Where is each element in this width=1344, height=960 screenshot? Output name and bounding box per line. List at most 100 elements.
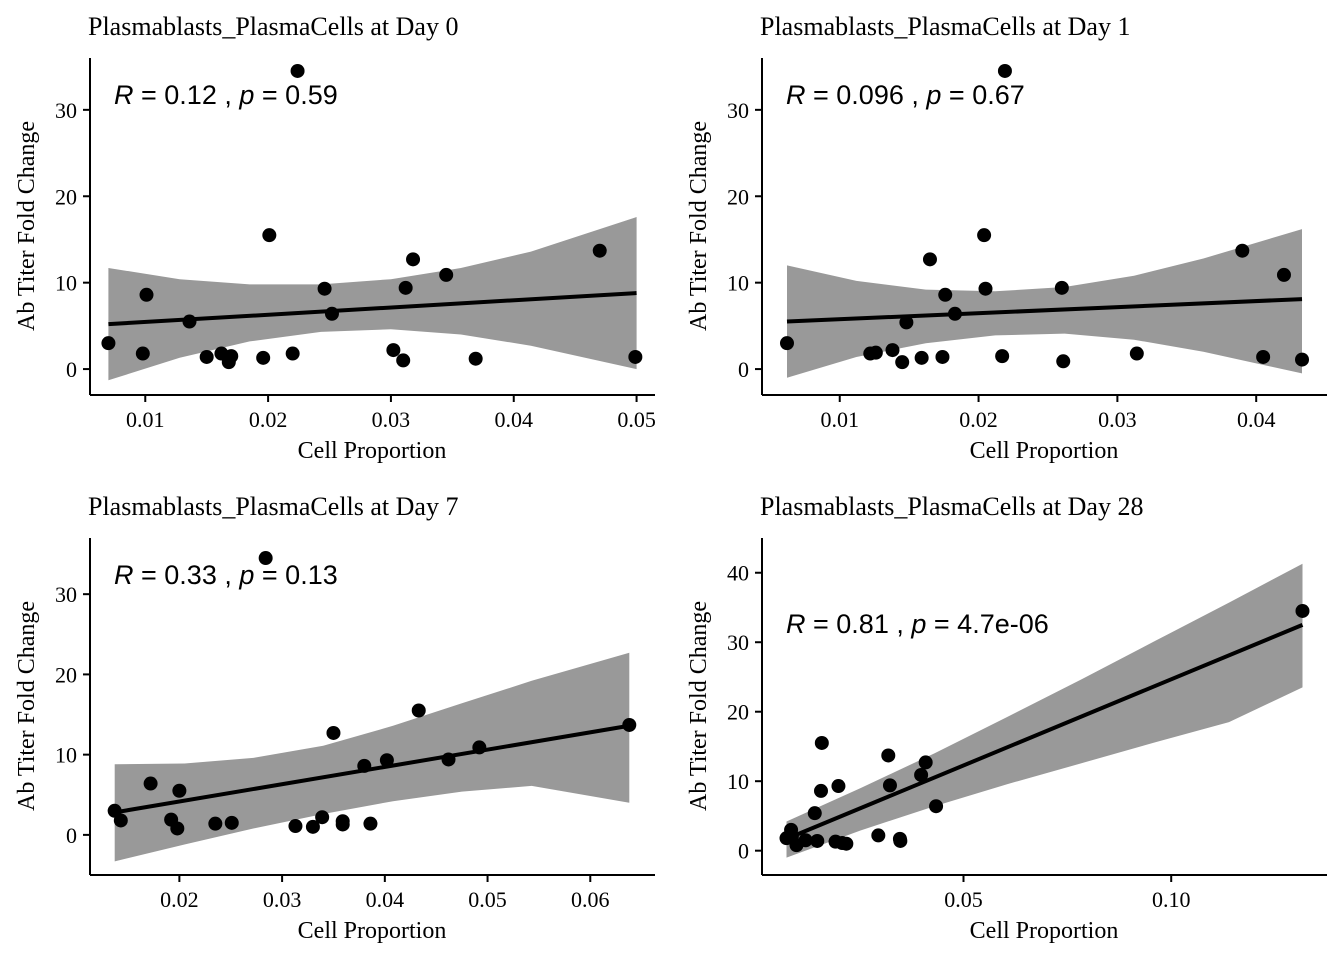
correlation-stats: R = 0.81 , p = 4.7e-06 bbox=[786, 609, 1049, 639]
data-point bbox=[899, 315, 914, 330]
data-point bbox=[317, 281, 332, 296]
panel-day-28: Plasmablasts_PlasmaCells at Day 28 R = 0… bbox=[686, 492, 1327, 944]
data-point bbox=[182, 314, 197, 329]
x-tick-label: 0.02 bbox=[249, 407, 288, 432]
plot-area: 0.02 0.03 0.04 0.05 0.06 0 10 20 30 bbox=[55, 538, 655, 912]
data-point bbox=[807, 806, 822, 821]
data-point bbox=[256, 350, 271, 365]
data-point bbox=[628, 349, 643, 364]
data-point bbox=[935, 349, 950, 364]
y-tick-label: 30 bbox=[55, 98, 77, 123]
regression-line bbox=[108, 291, 637, 327]
data-point bbox=[315, 810, 330, 825]
data-point bbox=[914, 767, 929, 782]
data-point bbox=[288, 819, 303, 834]
data-point bbox=[290, 63, 305, 78]
y-axis-label: Ab Titer Fold Change bbox=[14, 601, 40, 811]
confidence-band bbox=[114, 652, 630, 862]
x-tick-label: 0.03 bbox=[372, 407, 411, 432]
panel-day-0: Plasmablasts_PlasmaCells at Day 0 R = 0.… bbox=[14, 12, 656, 464]
data-point bbox=[262, 228, 277, 243]
data-point bbox=[977, 228, 992, 243]
y-tick-label: 20 bbox=[727, 700, 749, 725]
data-point bbox=[978, 281, 993, 296]
data-point bbox=[1276, 267, 1291, 282]
data-point bbox=[472, 740, 487, 755]
data-point bbox=[468, 351, 483, 366]
data-point bbox=[285, 346, 300, 361]
data-point bbox=[1056, 354, 1071, 369]
data-point bbox=[893, 833, 908, 848]
data-point bbox=[839, 836, 854, 851]
y-tick-label: 10 bbox=[727, 769, 749, 794]
data-point bbox=[1295, 352, 1310, 367]
y-tick-label: 10 bbox=[55, 743, 77, 768]
x-tick-label: 0.02 bbox=[959, 407, 998, 432]
data-point bbox=[882, 778, 897, 793]
data-point bbox=[379, 753, 394, 768]
data-point bbox=[914, 350, 929, 365]
data-point bbox=[135, 346, 150, 361]
data-point bbox=[895, 355, 910, 370]
y-tick-label: 30 bbox=[727, 630, 749, 655]
data-point bbox=[139, 287, 154, 302]
panel-title: Plasmablasts_PlasmaCells at Day 0 bbox=[88, 12, 458, 41]
data-point bbox=[172, 783, 187, 798]
x-axis-label: Cell Proportion bbox=[298, 918, 447, 944]
x-tick-label: 0.05 bbox=[617, 407, 656, 432]
panel-day-7: Plasmablasts_PlasmaCells at Day 7 R = 0.… bbox=[14, 492, 655, 944]
y-tick-label: 0 bbox=[66, 357, 77, 382]
data-point bbox=[398, 280, 413, 295]
data-point bbox=[224, 349, 239, 364]
x-tick-label: 0.06 bbox=[571, 887, 610, 912]
x-tick-label: 0.03 bbox=[263, 887, 302, 912]
data-point bbox=[995, 349, 1010, 364]
y-tick-label: 40 bbox=[727, 561, 749, 586]
x-tick-label: 0.04 bbox=[1237, 407, 1276, 432]
data-point bbox=[1129, 346, 1144, 361]
plot-area: 0.01 0.02 0.03 0.04 0.05 0 10 20 30 bbox=[55, 58, 656, 432]
data-point bbox=[592, 243, 607, 258]
y-axis-label: Ab Titer Fold Change bbox=[686, 601, 712, 811]
data-point bbox=[918, 755, 933, 770]
data-point bbox=[1295, 603, 1310, 618]
y-tick-label: 10 bbox=[727, 271, 749, 296]
panel-title: Plasmablasts_PlasmaCells at Day 7 bbox=[88, 492, 458, 521]
x-tick-label: 0.04 bbox=[495, 407, 534, 432]
data-point bbox=[1235, 243, 1250, 258]
x-tick-label: 0.02 bbox=[160, 887, 199, 912]
data-point bbox=[199, 349, 214, 364]
plot-area: 0.01 0.02 0.03 0.04 0 10 20 30 bbox=[727, 58, 1327, 432]
data-point bbox=[938, 287, 953, 302]
x-tick-label: 0.01 bbox=[820, 407, 859, 432]
x-axis-label: Cell Proportion bbox=[298, 438, 447, 464]
data-point bbox=[1054, 280, 1069, 295]
confidence-band bbox=[787, 229, 1302, 378]
data-point bbox=[810, 833, 825, 848]
confidence-band bbox=[108, 217, 637, 381]
y-tick-label: 0 bbox=[738, 839, 749, 864]
y-tick-label: 0 bbox=[66, 823, 77, 848]
data-point bbox=[326, 725, 341, 740]
data-point bbox=[798, 833, 813, 848]
data-point bbox=[224, 815, 239, 830]
data-point bbox=[929, 799, 944, 814]
data-point bbox=[396, 353, 411, 368]
data-point bbox=[868, 345, 883, 360]
y-tick-label: 20 bbox=[55, 184, 77, 209]
data-point bbox=[357, 758, 372, 773]
y-tick-label: 20 bbox=[55, 662, 77, 687]
x-tick-label: 0.05 bbox=[944, 887, 983, 912]
data-point bbox=[831, 779, 846, 794]
data-point bbox=[324, 306, 339, 321]
y-tick-label: 30 bbox=[55, 582, 77, 607]
y-axis-label: Ab Titer Fold Change bbox=[14, 121, 40, 331]
data-point bbox=[439, 267, 454, 282]
data-point bbox=[885, 343, 900, 358]
regression-line bbox=[114, 723, 630, 815]
regression-line bbox=[786, 297, 1303, 324]
data-point bbox=[622, 717, 637, 732]
data-point bbox=[305, 819, 320, 834]
x-tick-label: 0.04 bbox=[366, 887, 405, 912]
data-point bbox=[922, 252, 937, 267]
